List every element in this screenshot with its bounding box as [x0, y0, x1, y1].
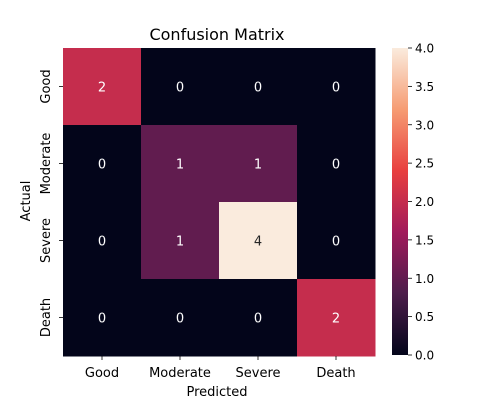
colorbar-tick-label: 0.5 [415, 310, 434, 324]
cell-value-label: 4 [254, 235, 262, 250]
cell-value-label: 0 [332, 235, 340, 250]
y-axis-label: Actual [19, 181, 34, 222]
cell-value-label: 0 [98, 312, 106, 327]
x-tick-label: Good [85, 366, 119, 381]
colorbar-tick-label: 4.0 [415, 42, 434, 56]
heatmap-cell [141, 48, 220, 126]
heatmap-cell-labels: 2 0 0 0 0 1 1 0 0 1 4 0 0 0 0 2 [98, 81, 340, 327]
heatmap-cell [219, 48, 298, 126]
heatmap-cell [63, 202, 142, 280]
x-tick-label: Severe [236, 366, 281, 381]
colorbar-ticks: 0.0 0.5 1.0 1.5 2.0 2.5 3.0 3.5 4.0 [408, 42, 434, 363]
cell-value-label: 0 [332, 158, 340, 173]
x-axis-ticks: Good Moderate Severe Death [85, 356, 356, 381]
cell-value-label: 1 [176, 235, 184, 250]
colorbar: 0.0 0.5 1.0 1.5 2.0 2.5 3.0 3.5 4.0 [392, 42, 434, 363]
heatmap-cell [219, 125, 298, 203]
heatmap-cell [63, 125, 142, 203]
colorbar-tick-label: 3.5 [415, 80, 434, 94]
heatmap-cell [141, 279, 220, 357]
heatmap-cell [141, 202, 220, 280]
heatmap-cell [219, 279, 298, 357]
x-tick-label: Death [316, 366, 355, 381]
cell-value-label: 2 [98, 81, 106, 96]
heatmap-cell [63, 279, 142, 357]
heatmap-cell [297, 125, 376, 203]
colorbar-gradient [392, 48, 408, 355]
heatmap-cell [219, 202, 298, 280]
y-axis-ticks: Good Moderate Severe Death [39, 69, 63, 337]
y-tick-label: Death [39, 298, 54, 337]
colorbar-tick-label: 2.0 [415, 195, 434, 209]
heatmap-cell [297, 202, 376, 280]
colorbar-tick-label: 1.0 [415, 272, 434, 286]
cell-value-label: 0 [254, 312, 262, 327]
cell-value-label: 0 [176, 81, 184, 96]
heatmap-cell [297, 279, 376, 357]
x-axis-label: Predicted [186, 385, 247, 400]
chart-title: Confusion Matrix [149, 25, 284, 44]
heatmap-cells [63, 48, 376, 357]
colorbar-tick-label: 3.0 [415, 118, 434, 132]
cell-value-label: 0 [332, 81, 340, 96]
y-tick-label: Good [39, 69, 54, 103]
cell-value-label: 0 [98, 235, 106, 250]
cell-value-label: 0 [254, 81, 262, 96]
cell-value-label: 0 [176, 312, 184, 327]
cell-value-label: 0 [98, 158, 106, 173]
cell-value-label: 1 [254, 158, 262, 173]
heatmap-cell [141, 125, 220, 203]
colorbar-tick-label: 0.0 [415, 349, 434, 363]
x-tick-label: Moderate [149, 366, 211, 381]
y-tick-label: Severe [39, 218, 54, 263]
heatmap-cell [297, 48, 376, 126]
cell-value-label: 1 [176, 158, 184, 173]
colorbar-tick-label: 1.5 [415, 233, 434, 247]
cell-value-label: 2 [332, 312, 340, 327]
y-tick-label: Moderate [39, 133, 54, 195]
colorbar-tick-label: 2.5 [415, 157, 434, 171]
heatmap-cell [63, 48, 142, 126]
